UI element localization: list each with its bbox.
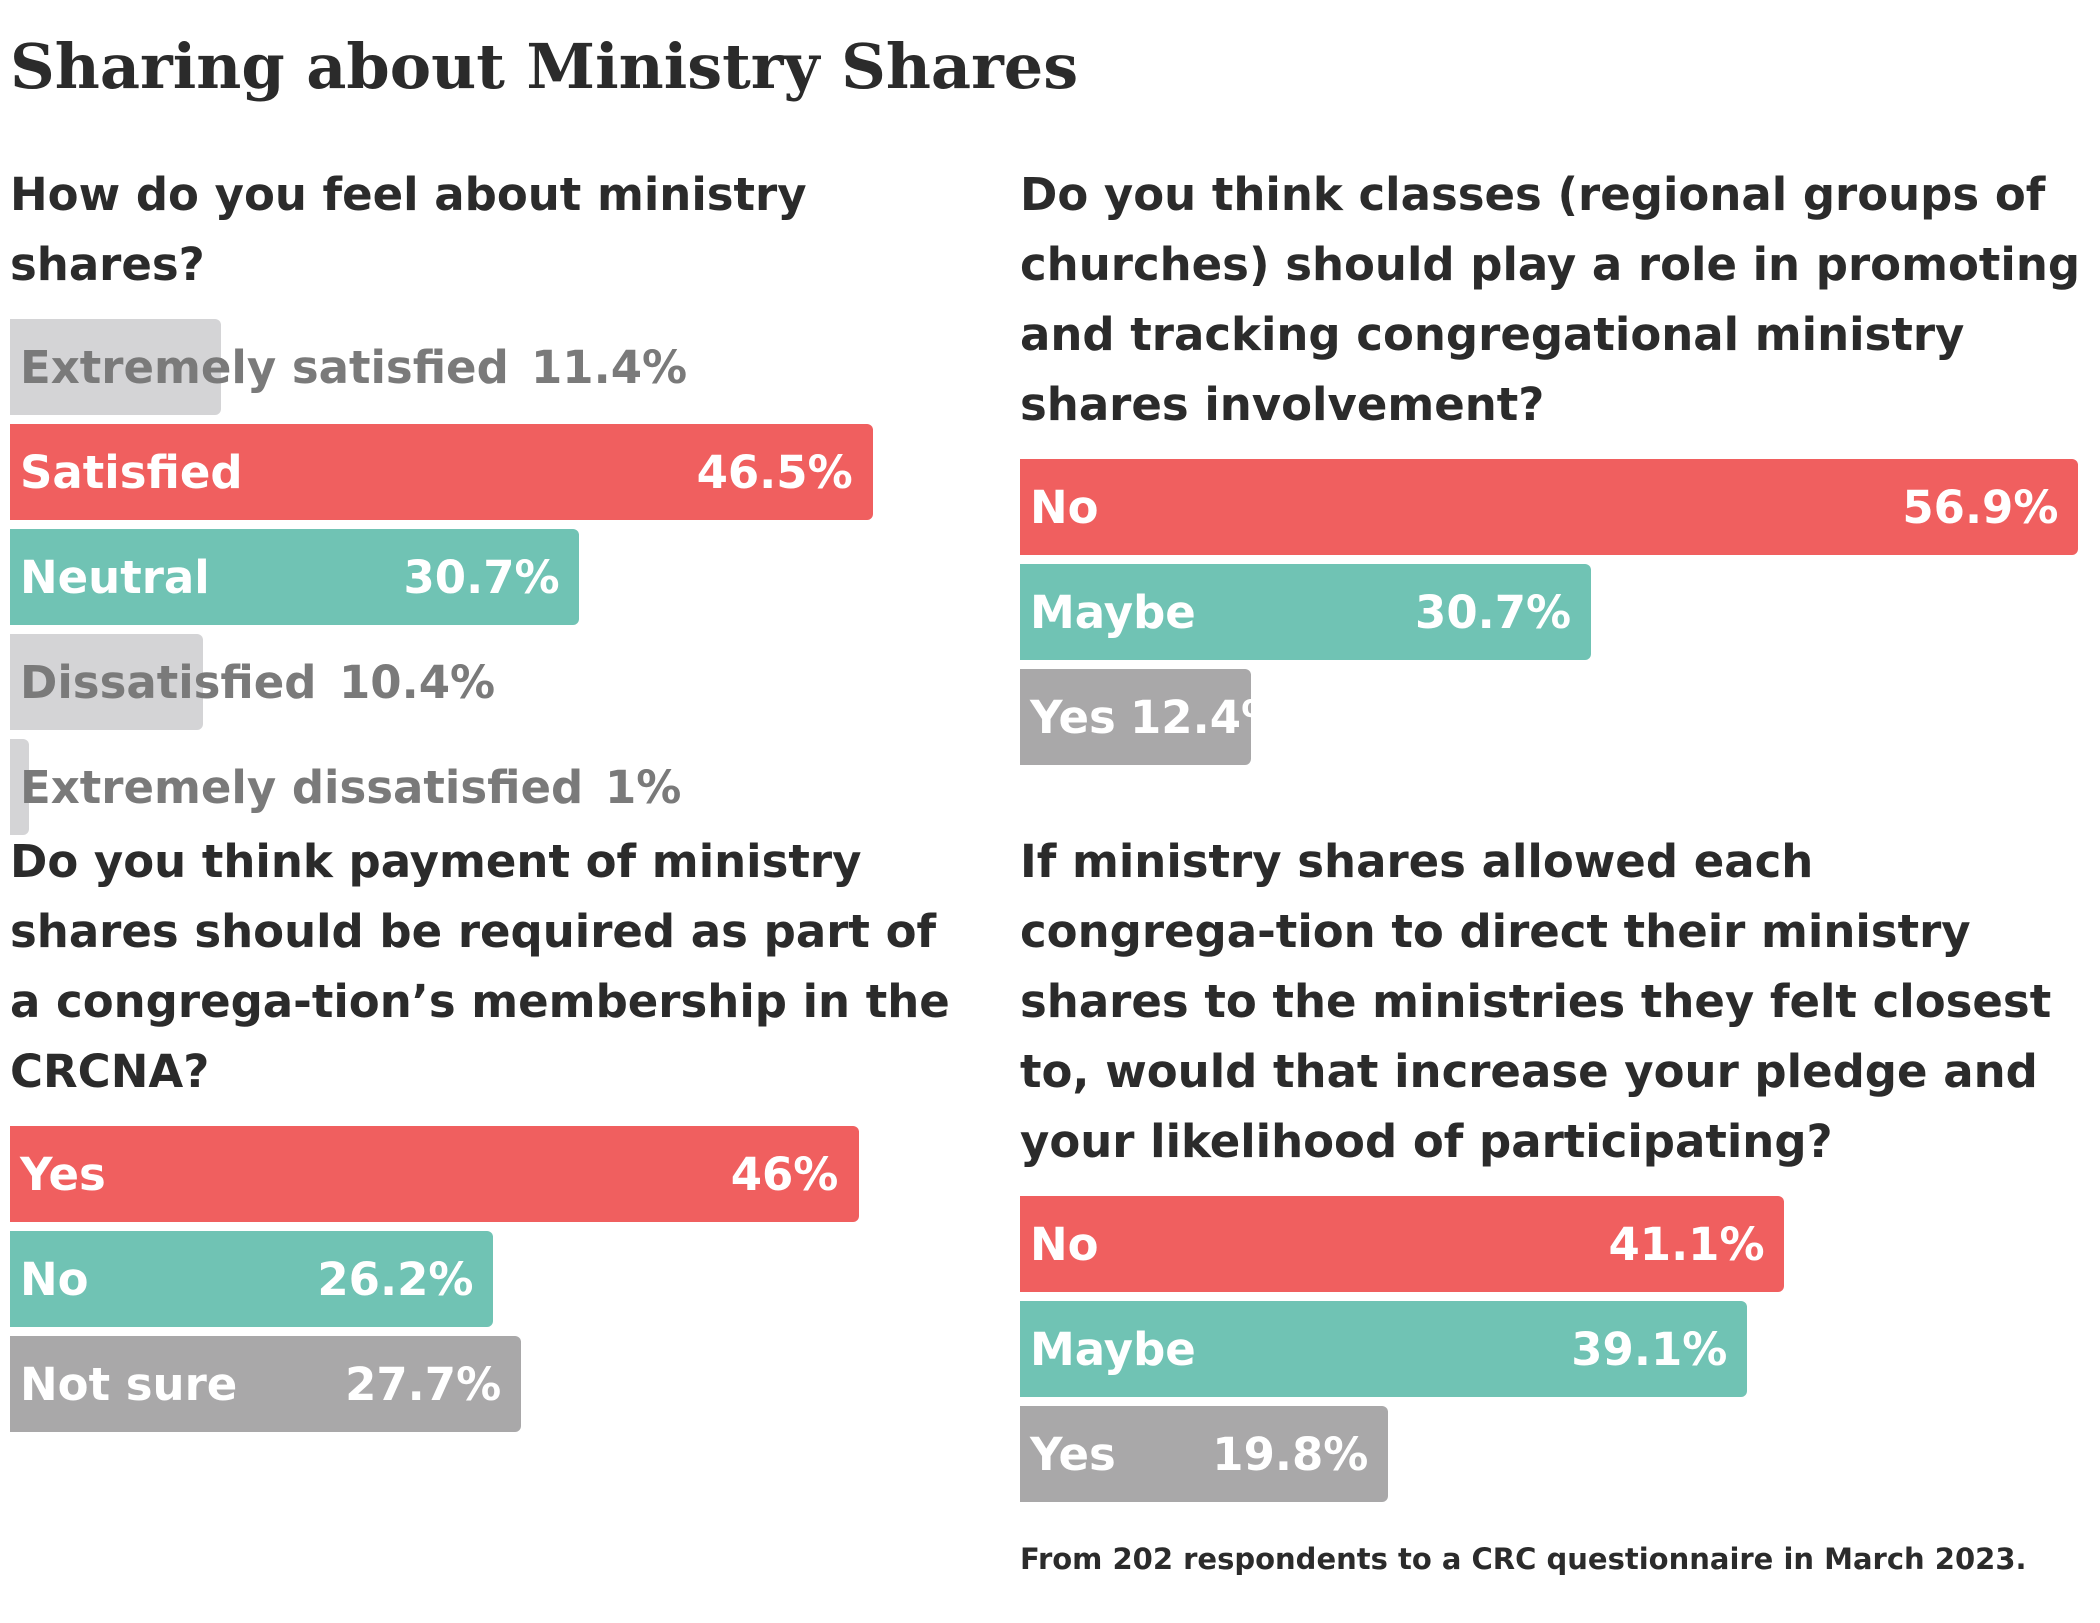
bar-satisfied xyxy=(10,424,873,520)
source-footnote: From 202 respondents to a CRC questionna… xyxy=(1020,1542,2027,1576)
bar-maybe xyxy=(1020,1301,1748,1397)
bar-label: Neutral xyxy=(20,550,210,604)
bar-row: Dissatisfied 10.4% xyxy=(10,634,960,730)
chart-question: Do you think payment of ministry shares … xyxy=(10,835,950,1098)
page-title: Sharing about Ministry Shares xyxy=(10,30,1079,103)
bar-row: No 26.2% xyxy=(10,1231,970,1327)
bar-value-label: 10.4% xyxy=(339,655,496,709)
bar-label: No xyxy=(1030,1217,1099,1271)
bar-label: Maybe xyxy=(1030,1322,1196,1376)
bar-maybe xyxy=(1020,564,1592,660)
bar-label: Maybe xyxy=(1030,585,1196,639)
bar-list: Yes 46% No 26.2% Not sure 27.7% xyxy=(10,1126,970,1432)
chart-panel-4: If ministry shares allowed each congrega… xyxy=(1020,827,2060,1511)
bar-value-label: 11.4% xyxy=(531,340,688,394)
bar-label: Yes xyxy=(20,1147,106,1201)
bar-row: Yes 12.4% xyxy=(1020,669,2090,765)
bar-row: Extremely satisfied 11.4% xyxy=(10,319,960,415)
bar-row: No 41.1% xyxy=(1020,1196,2060,1292)
chart-panel-3: Do you think payment of ministry shares … xyxy=(10,827,970,1441)
bar-yes xyxy=(1020,669,1251,765)
bar-label: Not sure xyxy=(20,1357,238,1411)
bar-no xyxy=(10,1231,494,1327)
bar-label: Extremely satisfied xyxy=(20,340,509,394)
bar-value-label: 30.7% xyxy=(1415,585,1572,639)
bar-label: No xyxy=(1030,480,1099,534)
bar-value-label: 12.4% xyxy=(1130,690,1287,744)
bar-row: Yes 19.8% xyxy=(1020,1406,2060,1502)
bar-no xyxy=(1020,459,2079,555)
bar-value-label: 30.7% xyxy=(403,550,560,604)
bar-label: Dissatisfied xyxy=(20,655,317,709)
bar-row: Yes 46% xyxy=(10,1126,970,1222)
chart-question: Do you think classes (regional groups of… xyxy=(1020,168,2081,431)
bar-list: Extremely satisfied 11.4% Satisfied 46.5% Ne… xyxy=(10,319,960,835)
bar-label: Extremely dissatisfied xyxy=(20,760,584,814)
bar-extremely-dissatisfied xyxy=(10,739,29,835)
chart-question: If ministry shares allowed each congrega… xyxy=(1020,835,2052,1168)
chart-panel-1: How do you feel about ministry shares? E… xyxy=(10,160,960,844)
bar-value-label: 56.9% xyxy=(1902,480,2059,534)
bar-label: Yes xyxy=(1030,690,1116,744)
bar-row: Maybe 30.7% xyxy=(1020,564,2090,660)
bar-value-label: 26.2% xyxy=(317,1252,474,1306)
bar-label: Yes xyxy=(1030,1427,1116,1481)
bar-yes xyxy=(1020,1406,1389,1502)
bar-row: Maybe 39.1% xyxy=(1020,1301,2060,1397)
bar-row: Satisfied 46.5% xyxy=(10,424,960,520)
bar-yes xyxy=(10,1126,859,1222)
chart-question: How do you feel about ministry shares? xyxy=(10,168,807,291)
bar-list: No 56.9% Maybe 30.7% Yes 12.4% xyxy=(1020,459,2090,765)
bar-value-label: 46% xyxy=(730,1147,839,1201)
bar-value-label: 39.1% xyxy=(1571,1322,1728,1376)
bar-neutral xyxy=(10,529,580,625)
bar-row: Not sure 27.7% xyxy=(10,1336,970,1432)
bar-value-label: 1% xyxy=(605,760,682,814)
bar-value-label: 41.1% xyxy=(1608,1217,1765,1271)
bar-label: Satisfied xyxy=(20,445,243,499)
bar-dissatisfied xyxy=(10,634,203,730)
bar-extremely-satisfied xyxy=(10,319,222,415)
bar-row: Extremely dissatisfied 1% xyxy=(10,739,960,835)
bar-not-sure xyxy=(10,1336,522,1432)
bar-label: No xyxy=(20,1252,89,1306)
bar-row: Neutral 30.7% xyxy=(10,529,960,625)
bar-value-label: 19.8% xyxy=(1212,1427,1369,1481)
chart-panel-2: Do you think classes (regional groups of… xyxy=(1020,160,2090,774)
bar-no xyxy=(1020,1196,1785,1292)
bar-value-label: 27.7% xyxy=(345,1357,502,1411)
bar-value-label: 46.5% xyxy=(696,445,853,499)
bar-row: No 56.9% xyxy=(1020,459,2090,555)
bar-list: No 41.1% Maybe 39.1% Yes 19.8% xyxy=(1020,1196,2060,1502)
